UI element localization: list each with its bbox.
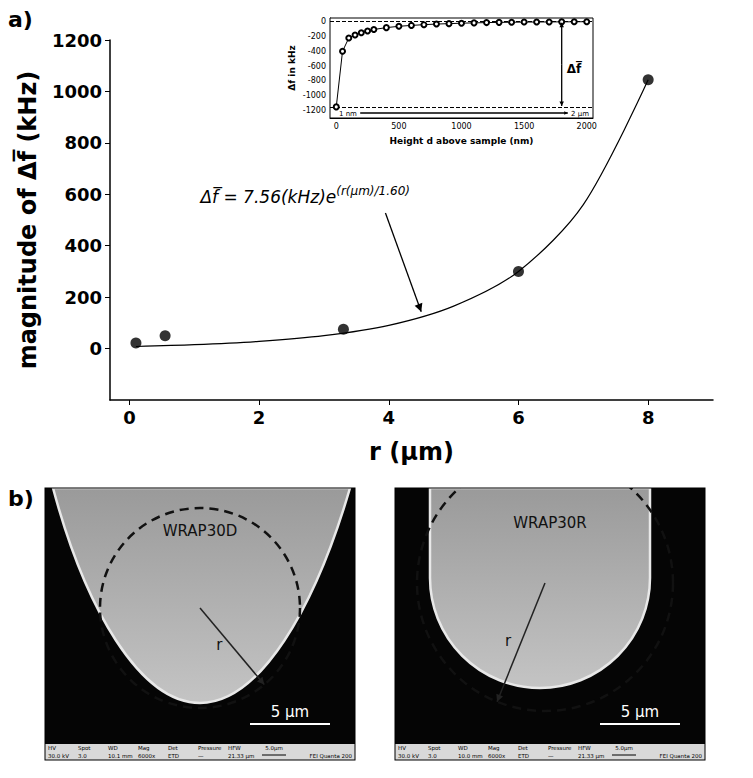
svg-text:Spot: Spot <box>428 745 441 752</box>
svg-text:Mag: Mag <box>488 745 500 752</box>
svg-text:5.0μm: 5.0μm <box>615 745 633 752</box>
svg-text:800: 800 <box>64 132 102 153</box>
svg-text:-800: -800 <box>308 76 326 85</box>
svg-text:1200: 1200 <box>52 30 102 51</box>
svg-text:ETD: ETD <box>518 753 529 759</box>
svg-text:ETD: ETD <box>168 753 179 759</box>
svg-text:WD: WD <box>108 745 118 751</box>
svg-text:HV: HV <box>48 745 56 751</box>
svg-text:6: 6 <box>512 407 525 428</box>
svg-text:6000x: 6000x <box>138 753 156 759</box>
svg-text:3.0: 3.0 <box>78 753 87 759</box>
svg-text:WRAP30D: WRAP30D <box>163 522 238 540</box>
svg-text:400: 400 <box>64 235 102 256</box>
svg-text:Pressure: Pressure <box>198 745 222 751</box>
svg-text:0: 0 <box>89 338 102 359</box>
svg-text:0: 0 <box>334 122 339 131</box>
svg-text:500: 500 <box>391 122 406 131</box>
svg-text:2000: 2000 <box>577 122 597 131</box>
svg-text:FEI Quanta 200: FEI Quanta 200 <box>310 753 353 759</box>
svg-text:Pressure: Pressure <box>548 745 572 751</box>
svg-text:600: 600 <box>64 184 102 205</box>
svg-text:FEI Quanta 200: FEI Quanta 200 <box>660 753 703 759</box>
svg-text:6000x: 6000x <box>488 753 506 759</box>
svg-text:1500: 1500 <box>514 122 534 131</box>
svg-text:—: — <box>198 753 204 759</box>
svg-text:5 μm: 5 μm <box>621 703 659 721</box>
svg-text:Spot: Spot <box>78 745 91 752</box>
svg-text:10.0 mm: 10.0 mm <box>458 753 483 759</box>
svg-text:a): a) <box>8 7 33 32</box>
svg-text:1000: 1000 <box>451 122 471 131</box>
svg-text:30.0 kV: 30.0 kV <box>48 753 69 759</box>
svg-text:Height d above sample (nm): Height d above sample (nm) <box>390 136 534 146</box>
svg-text:8: 8 <box>642 407 655 428</box>
svg-text:0: 0 <box>123 407 136 428</box>
svg-text:Mag: Mag <box>138 745 150 752</box>
svg-text:5.0μm: 5.0μm <box>265 745 283 752</box>
svg-text:HFW: HFW <box>228 745 241 751</box>
svg-text:Δf in kHz: Δf in kHz <box>287 45 297 90</box>
svg-text:magnitude of Δf̅ (kHz): magnitude of Δf̅ (kHz) <box>12 71 42 370</box>
svg-text:-1000: -1000 <box>303 91 326 100</box>
svg-text:Det: Det <box>168 745 179 751</box>
svg-text:3.0: 3.0 <box>428 753 437 759</box>
svg-text:b): b) <box>8 486 34 511</box>
svg-text:Δf̅: Δf̅ <box>567 61 582 75</box>
svg-text:r: r <box>505 632 512 650</box>
svg-text:-200: -200 <box>308 32 326 41</box>
svg-text:r (μm): r (μm) <box>369 438 454 466</box>
svg-text:(r(μm)/1.60): (r(μm)/1.60) <box>336 184 410 198</box>
svg-text:4: 4 <box>383 407 396 428</box>
svg-text:HFW: HFW <box>578 745 591 751</box>
svg-text:1 nm: 1 nm <box>339 110 357 118</box>
svg-text:2 μm: 2 μm <box>571 110 589 118</box>
svg-text:—: — <box>548 753 554 759</box>
svg-text:10.1 mm: 10.1 mm <box>108 753 133 759</box>
svg-text:WRAP30R: WRAP30R <box>513 514 586 532</box>
svg-text:30.0 kV: 30.0 kV <box>398 753 419 759</box>
svg-text:21.33 μm: 21.33 μm <box>228 753 254 760</box>
svg-text:2: 2 <box>253 407 266 428</box>
svg-text:21.33 μm: 21.33 μm <box>578 753 604 760</box>
svg-text:5 μm: 5 μm <box>271 703 309 721</box>
svg-text:0: 0 <box>321 17 326 26</box>
svg-text:HV: HV <box>398 745 406 751</box>
svg-text:200: 200 <box>64 287 102 308</box>
svg-text:r: r <box>216 636 223 654</box>
svg-text:Det: Det <box>518 745 529 751</box>
svg-text:-600: -600 <box>308 62 326 71</box>
svg-text:1000: 1000 <box>52 81 102 102</box>
svg-text:-1200: -1200 <box>303 106 326 115</box>
svg-text:Δf̅ = 7.56(kHz)e: Δf̅ = 7.56(kHz)e <box>198 186 336 207</box>
svg-text:-400: -400 <box>308 47 326 56</box>
svg-text:WD: WD <box>458 745 468 751</box>
